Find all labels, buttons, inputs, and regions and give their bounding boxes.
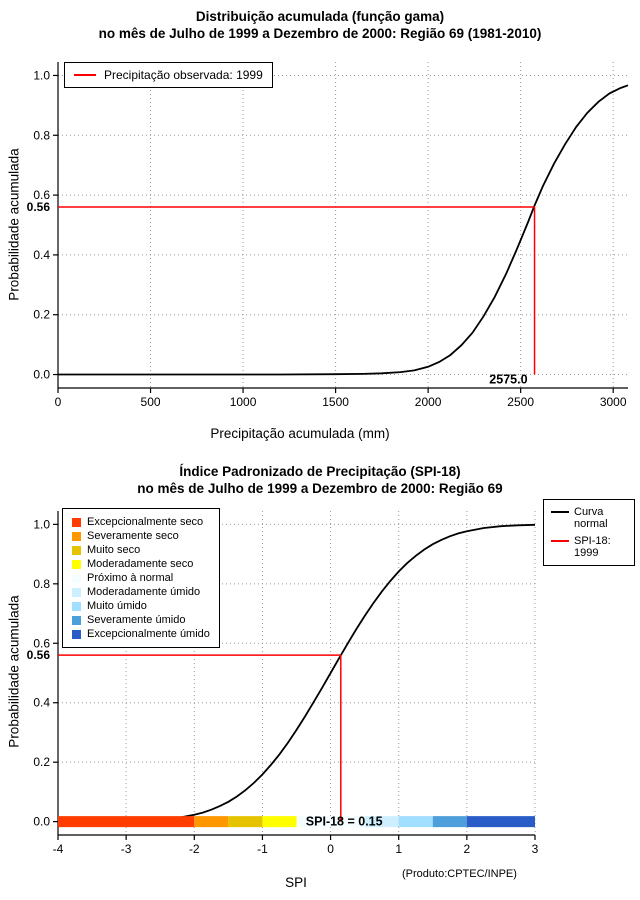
svg-text:SPI-18 = 0.15: SPI-18 = 0.15 (306, 815, 383, 829)
chart2-curve-legend: Curva normal SPI-18: 1999 (543, 499, 635, 566)
product-credit: (Produto:CPTEC/INPE) (402, 868, 517, 880)
svg-text:3: 3 (532, 842, 539, 856)
svg-text:0.4: 0.4 (33, 696, 50, 710)
svg-text:1: 1 (395, 842, 402, 856)
svg-text:0.6: 0.6 (33, 188, 50, 202)
svg-text:-4: -4 (53, 842, 64, 856)
svg-text:0.56: 0.56 (27, 648, 51, 662)
svg-text:1.0: 1.0 (33, 517, 50, 531)
category-swatch (72, 587, 81, 597)
gamma-distribution-chart: 0 500 1000 1500 2000 2500 3000 0.0 0.2 0.4 0.6 0.8 1… (0, 8, 640, 441)
category-label: Severamente úmido (87, 614, 186, 626)
category-swatch (72, 517, 81, 527)
spi-category-legend: Excepcionalmente seco Severamente seco Mui… (62, 508, 220, 648)
spi-cdf-plot: -4 -3 -2 -1 0 1 2 3 0.0 0.2 0.4 0.6 0.8 1.0 0.56 SPI-18… (27, 511, 539, 856)
spi-category-item: Severamente seco (72, 529, 210, 543)
spi-index-chart: -4 -3 -2 -1 0 1 2 3 0.0 0.2 0.4 0.6 0.8 1.0 0.56 SPI-18… (0, 455, 640, 900)
spi-line-swatch (551, 540, 569, 542)
observed-line-label: Precipitação observada: 1999 (104, 68, 263, 82)
svg-text:0: 0 (327, 842, 334, 856)
spi-category-item: Moderadamente seco (72, 557, 210, 571)
chart1-title-line1: Distribuição acumulada (função gama) (195, 9, 445, 24)
svg-text:0.4: 0.4 (33, 248, 50, 262)
chart1-y-axis-label: Probabilidade acumulada (6, 148, 22, 301)
svg-text:-1: -1 (257, 842, 268, 856)
normal-curve-line-swatch (551, 511, 569, 513)
spi-category-item: Moderadamente úmido (72, 585, 210, 599)
category-swatch (72, 615, 81, 625)
svg-text:0.2: 0.2 (33, 308, 50, 322)
chart2-y-axis-label: Probabilidade acumulada (6, 595, 22, 748)
category-swatch (72, 559, 81, 569)
category-label: Moderadamente seco (87, 558, 194, 570)
chart1-title-line2: no mês de Julho de 1999 a Dezembro de 20… (98, 26, 542, 41)
svg-text:0.2: 0.2 (33, 755, 50, 769)
chart1-x-axis-label: Precipitação acumulada (mm) (210, 426, 390, 441)
category-swatch (72, 545, 81, 555)
category-label: Severamente seco (87, 530, 179, 542)
spi-category-item: Muito úmido (72, 599, 210, 613)
svg-text:1000: 1000 (230, 395, 257, 409)
svg-text:3000: 3000 (600, 395, 627, 409)
chart2-x-axis-label: SPI (285, 875, 307, 890)
svg-text:-2: -2 (189, 842, 200, 856)
svg-text:2000: 2000 (415, 395, 442, 409)
svg-text:2575.0: 2575.0 (489, 373, 527, 387)
svg-text:0: 0 (55, 395, 62, 409)
svg-text:1.0: 1.0 (33, 68, 50, 82)
category-swatch (72, 573, 81, 583)
svg-text:0.8: 0.8 (33, 128, 50, 142)
category-label: Excepcionalmente úmido (87, 628, 210, 640)
svg-text:2: 2 (464, 842, 471, 856)
svg-text:0.0: 0.0 (33, 815, 50, 829)
category-swatch (72, 629, 81, 639)
category-label: Próximo à normal (87, 572, 174, 584)
svg-text:0.8: 0.8 (33, 577, 50, 591)
spi-line-label: SPI-18: 1999 (574, 535, 611, 559)
category-label: Muito úmido (87, 600, 147, 612)
svg-text:500: 500 (141, 395, 161, 409)
legend-item-normal-curve: Curva normal (551, 506, 627, 530)
svg-text:-3: -3 (121, 842, 132, 856)
chart1-title: Distribuição acumulada (função gama) no … (0, 8, 640, 42)
legend-item-spi-1999: SPI-18: 1999 (551, 535, 627, 559)
spi-category-item: Excepcionalmente seco (72, 515, 210, 529)
svg-text:1500: 1500 (322, 395, 349, 409)
svg-text:2500: 2500 (507, 395, 534, 409)
svg-text:0.6: 0.6 (33, 636, 50, 650)
spi-category-item: Próximo à normal (72, 571, 210, 585)
observed-line-swatch (74, 74, 96, 76)
category-label: Excepcionalmente seco (87, 516, 204, 528)
spi-category-item: Excepcionalmente úmido (72, 627, 210, 641)
normal-curve-label: Curva normal (574, 506, 608, 530)
gamma-cdf-plot: 0 500 1000 1500 2000 2500 3000 0.0 0.2 0.4 0.6 0.8 1… (27, 62, 629, 409)
svg-text:0.56: 0.56 (27, 200, 51, 214)
svg-text:0.0: 0.0 (33, 368, 50, 382)
chart2-title-line2: no mês de Julho de 1999 a Dezembro de 20… (137, 481, 503, 496)
spi-category-item: Muito seco (72, 543, 210, 557)
chart2-title-line1: Índice Padronizado de Precipitação (SPI-… (179, 464, 461, 479)
category-swatch (72, 531, 81, 541)
category-label: Muito seco (87, 544, 141, 556)
category-label: Moderadamente úmido (87, 586, 201, 598)
chart2-title: Índice Padronizado de Precipitação (SPI-… (0, 463, 640, 497)
spi-category-item: Severamente úmido (72, 613, 210, 627)
chart1-legend: Precipitação observada: 1999 (64, 62, 273, 88)
category-swatch (72, 601, 81, 611)
